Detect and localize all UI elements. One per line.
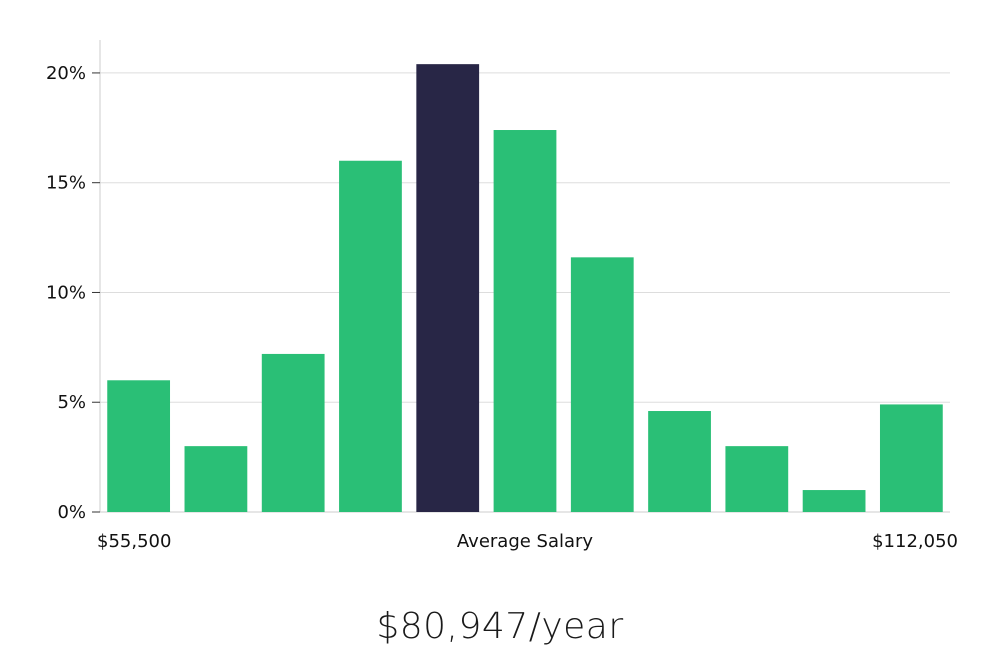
y-tick-label-10: 10%: [46, 282, 86, 303]
bars: [107, 64, 943, 512]
x-label-average: Average Salary: [457, 531, 594, 552]
salary-distribution-chart: 0% 5% 10% 15% 20% $55,500 Average Salary $11…: [46, 40, 958, 552]
x-label-min: $55,500: [97, 531, 171, 552]
bar-3: [339, 160, 402, 512]
bar-7: [648, 411, 711, 512]
average-salary-value: $80,947/year: [376, 606, 624, 647]
y-tick-label-5: 5%: [57, 392, 86, 413]
bar-average: [416, 64, 480, 512]
y-tick-labels: 0% 5% 10% 15% 20%: [46, 63, 100, 523]
y-tick-label-20: 20%: [46, 63, 86, 84]
bar-10: [879, 404, 943, 512]
x-label-max: $112,050: [872, 531, 958, 552]
y-tick-label-15: 15%: [46, 173, 86, 194]
bar-0: [107, 380, 171, 512]
bar-2: [261, 353, 325, 512]
bar-5: [493, 130, 557, 512]
bar-9: [802, 490, 866, 512]
bar-8: [725, 446, 789, 512]
bar-1: [184, 446, 248, 512]
bar-6: [570, 257, 634, 512]
y-tick-label-0: 0%: [57, 502, 86, 523]
